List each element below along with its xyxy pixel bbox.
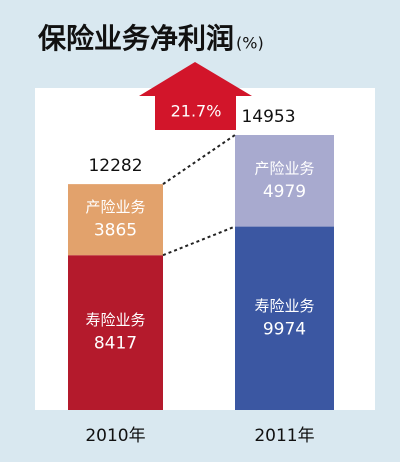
segment-name: 产险业务 bbox=[254, 159, 314, 177]
segment-name: 寿险业务 bbox=[254, 297, 314, 315]
chart-title: 保险业务净利润 bbox=[38, 22, 234, 55]
bar-segment bbox=[68, 184, 163, 256]
growth-arrow bbox=[139, 62, 252, 130]
value-label: 3865 bbox=[94, 221, 137, 241]
value-label: 4979 bbox=[263, 182, 306, 202]
bar-segment bbox=[68, 255, 163, 410]
bar-segment bbox=[235, 226, 334, 410]
total-label: 14953 bbox=[241, 107, 295, 127]
value-label: 9974 bbox=[263, 319, 306, 339]
connector bbox=[162, 225, 236, 257]
total-label: 12282 bbox=[88, 156, 142, 176]
value-label: 8417 bbox=[94, 334, 137, 354]
unit-label: (%) bbox=[236, 34, 264, 53]
bar-segment bbox=[235, 135, 334, 227]
segment-name: 寿险业务 bbox=[85, 311, 145, 329]
segment-name: 产险业务 bbox=[85, 198, 145, 216]
connector bbox=[162, 134, 236, 185]
x-tick-label: 2011年 bbox=[254, 426, 314, 446]
x-tick-label: 2010年 bbox=[85, 426, 145, 446]
growth-annotation: 21.7% bbox=[171, 102, 222, 121]
